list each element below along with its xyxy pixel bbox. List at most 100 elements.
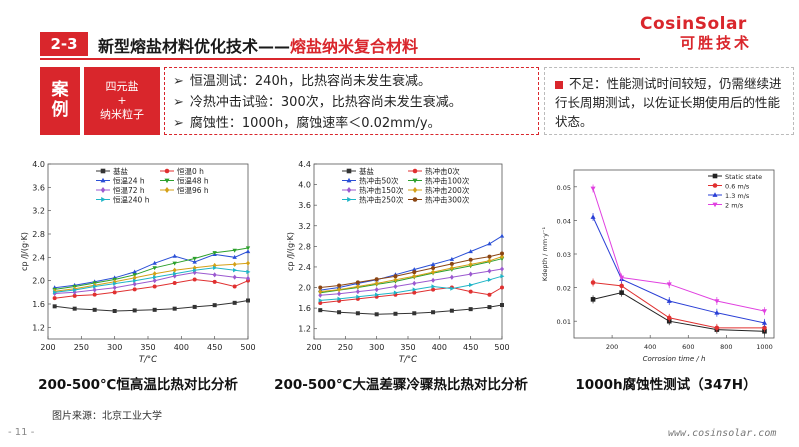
result-item: ➢ 冷热冲击试验：300次，比热容尚未发生衰减。 <box>173 92 530 113</box>
data-point <box>431 284 436 289</box>
legend-label: 热冲击250次 <box>359 195 404 205</box>
y-axis-label: cp /J/(g·K) <box>286 232 295 271</box>
shortcoming-text: 不足：性能测试时间较短，仍需继续进行长周期测试，以佐证长期使用后的性能状态。 <box>555 76 782 129</box>
result-text: 腐蚀性：1000h，腐蚀速率＜0.02mm/y。 <box>189 116 441 131</box>
x-tick-label: 350 <box>140 343 155 352</box>
data-point <box>92 292 97 297</box>
data-point <box>374 312 379 317</box>
x-tick-label: 450 <box>207 343 222 352</box>
data-point <box>245 249 251 254</box>
test-results-box: ➢ 恒温测试：240h，比热容尚未发生衰减。 ➢ 冷热冲击试验：300次，比热容尚未… <box>164 67 539 135</box>
x-tick-label: 200 <box>606 343 618 351</box>
data-point <box>153 274 158 280</box>
x-tick-label: 450 <box>463 343 478 352</box>
data-point <box>213 265 218 271</box>
data-point <box>468 289 473 294</box>
series-line <box>320 235 503 291</box>
data-point <box>449 308 454 313</box>
legend-marker <box>164 168 170 174</box>
data-point <box>714 310 720 315</box>
legend-marker <box>164 178 170 184</box>
series-line <box>320 304 503 315</box>
data-point <box>337 283 342 288</box>
data-point <box>619 275 625 281</box>
data-point <box>412 270 417 275</box>
x-axis-label: Corrosion time / h <box>643 355 706 363</box>
legend-label: 0.6 m/s <box>725 183 750 191</box>
y-tick-label: 2.8 <box>32 230 45 239</box>
data-point <box>449 274 454 280</box>
data-point <box>393 290 398 295</box>
data-point <box>212 272 217 278</box>
page-number: - 11 - <box>8 427 35 438</box>
data-point <box>431 287 436 292</box>
legend-marker <box>100 177 106 183</box>
series-恒温48 h <box>52 246 251 292</box>
data-point <box>468 249 473 254</box>
legend-marker <box>712 202 718 208</box>
data-point <box>590 186 596 192</box>
data-point <box>374 277 379 282</box>
data-point <box>355 283 360 290</box>
legend-marker <box>412 168 418 174</box>
caption-chart-2: 200-500℃大温差骤冷骤热比热对比分析 <box>274 377 528 393</box>
x-tick-label: 300 <box>369 343 384 352</box>
data-point <box>132 308 137 313</box>
website-url: www.cosinsolar.com <box>668 428 777 439</box>
data-point <box>152 284 157 289</box>
legend-label: 热冲击100次 <box>425 176 470 186</box>
legend: Static state 0.6 m/s1.3 m/s 2 m/s <box>708 173 762 210</box>
data-point <box>212 279 217 284</box>
data-point <box>192 256 197 261</box>
data-point <box>666 298 672 303</box>
data-point <box>355 280 360 285</box>
series-line <box>54 300 249 312</box>
data-point <box>487 292 492 297</box>
legend-label: 恒温72 h <box>113 185 145 195</box>
result-item: ➢ 腐蚀性：1000h，腐蚀速率＜0.02mm/y。 <box>173 113 530 134</box>
legend-marker <box>412 197 418 202</box>
data-point <box>666 315 672 321</box>
data-point <box>318 285 323 290</box>
logo-chinese: 可胜技术 <box>680 34 753 52</box>
data-point <box>500 254 504 260</box>
series-1.3 m/s <box>590 213 768 327</box>
series-恒温240 h <box>53 265 251 295</box>
data-point <box>172 306 177 311</box>
x-tick-label: 600 <box>682 343 694 351</box>
data-point <box>393 277 398 283</box>
y-tick-label: 0.05 <box>557 184 571 192</box>
section-number-badge: 2-3 <box>40 32 88 56</box>
legend-marker <box>346 187 352 193</box>
data-point <box>714 325 720 331</box>
data-point <box>173 271 178 276</box>
data-point <box>393 274 398 279</box>
data-point <box>431 265 436 270</box>
x-tick-label: 200 <box>40 343 55 352</box>
y-tick-label: 1.6 <box>298 304 311 313</box>
data-point <box>132 287 137 292</box>
data-point <box>232 274 237 280</box>
y-tick-label: 2.0 <box>298 284 311 293</box>
y-tick-label: 2.0 <box>32 277 45 286</box>
data-point <box>487 254 492 259</box>
legend-label: 恒温96 h <box>177 185 209 195</box>
series-热冲击100次 <box>318 257 505 296</box>
data-point <box>374 286 379 293</box>
data-point <box>112 309 117 313</box>
x-tick-label: 200 <box>306 343 321 352</box>
legend-label: 1.3 m/s <box>725 192 750 200</box>
data-point <box>193 267 198 273</box>
arrow-right-icon: ➢ <box>173 116 184 131</box>
data-point <box>393 311 398 316</box>
series-line <box>54 267 249 293</box>
data-point <box>469 282 474 288</box>
data-point <box>355 289 360 295</box>
series-line <box>592 292 765 332</box>
data-point <box>431 277 436 283</box>
legend-label: 热冲击0次 <box>425 166 460 176</box>
data-point <box>233 267 238 273</box>
case-label-box: 案 例 <box>40 67 80 135</box>
data-point <box>487 305 492 310</box>
legend-marker <box>164 187 170 193</box>
